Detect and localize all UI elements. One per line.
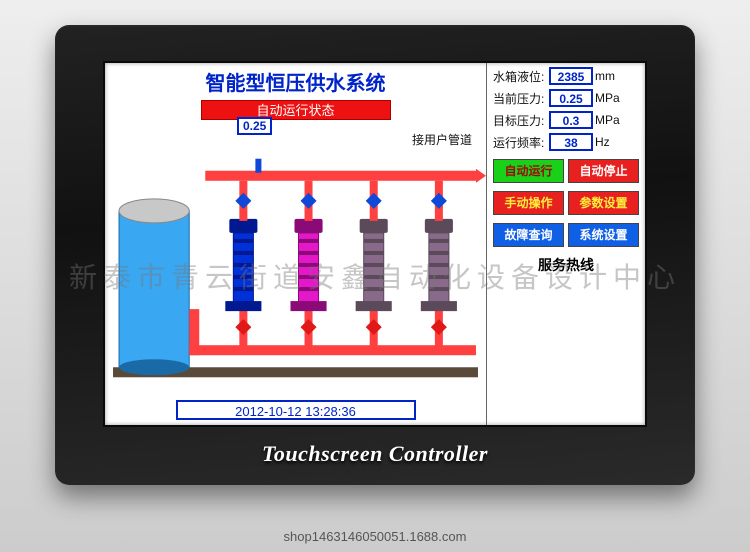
screen: 智能型恒压供水系统 自动运行状态 0.25 接用户管道 2012-10-12 1… [103,61,647,427]
page-title: 智能型恒压供水系统 [105,63,486,96]
unit: MPa [595,91,620,105]
readout-current-pressure: 当前压力: 0.25 MPa [493,89,639,107]
fault-query-button[interactable]: 故障查询 [493,223,564,247]
status-bar: 自动运行状态 [201,100,391,120]
pressure-gauge-readout: 0.25 [237,117,272,135]
main-panel: 智能型恒压供水系统 自动运行状态 0.25 接用户管道 2012-10-12 1… [105,63,487,425]
auto-stop-button[interactable]: 自动停止 [568,159,639,183]
hmi-device-frame: 智能型恒压供水系统 自动运行状态 0.25 接用户管道 2012-10-12 1… [55,25,695,485]
label: 水箱液位: [493,68,547,85]
unit: Hz [595,135,610,149]
readout-tank-level: 水箱液位: 2385 mm [493,67,639,85]
pid-diagram [105,143,486,395]
label: 运行频率: [493,134,547,151]
label: 目标压力: [493,112,547,129]
datetime-display: 2012-10-12 13:28:36 [176,400,416,420]
unit: MPa [595,113,620,127]
device-brand: Touchscreen Controller [55,441,695,467]
unit: mm [595,69,615,83]
hotline-label: 服务热线 [493,255,639,275]
value[interactable]: 0.25 [549,89,593,107]
label: 当前压力: [493,90,547,107]
param-set-button[interactable]: 参数设置 [568,191,639,215]
system-settings-button[interactable]: 系统设置 [568,223,639,247]
auto-run-button[interactable]: 自动运行 [493,159,564,183]
shop-id: shop1463146050051.1688.com [0,529,750,544]
side-panel: 水箱液位: 2385 mm 当前压力: 0.25 MPa 目标压力: 0.3 M… [487,63,645,425]
value[interactable]: 2385 [549,67,593,85]
value[interactable]: 38 [549,133,593,151]
manual-op-button[interactable]: 手动操作 [493,191,564,215]
value[interactable]: 0.3 [549,111,593,129]
readout-target-pressure: 目标压力: 0.3 MPa [493,111,639,129]
readout-run-frequency: 运行频率: 38 Hz [493,133,639,151]
